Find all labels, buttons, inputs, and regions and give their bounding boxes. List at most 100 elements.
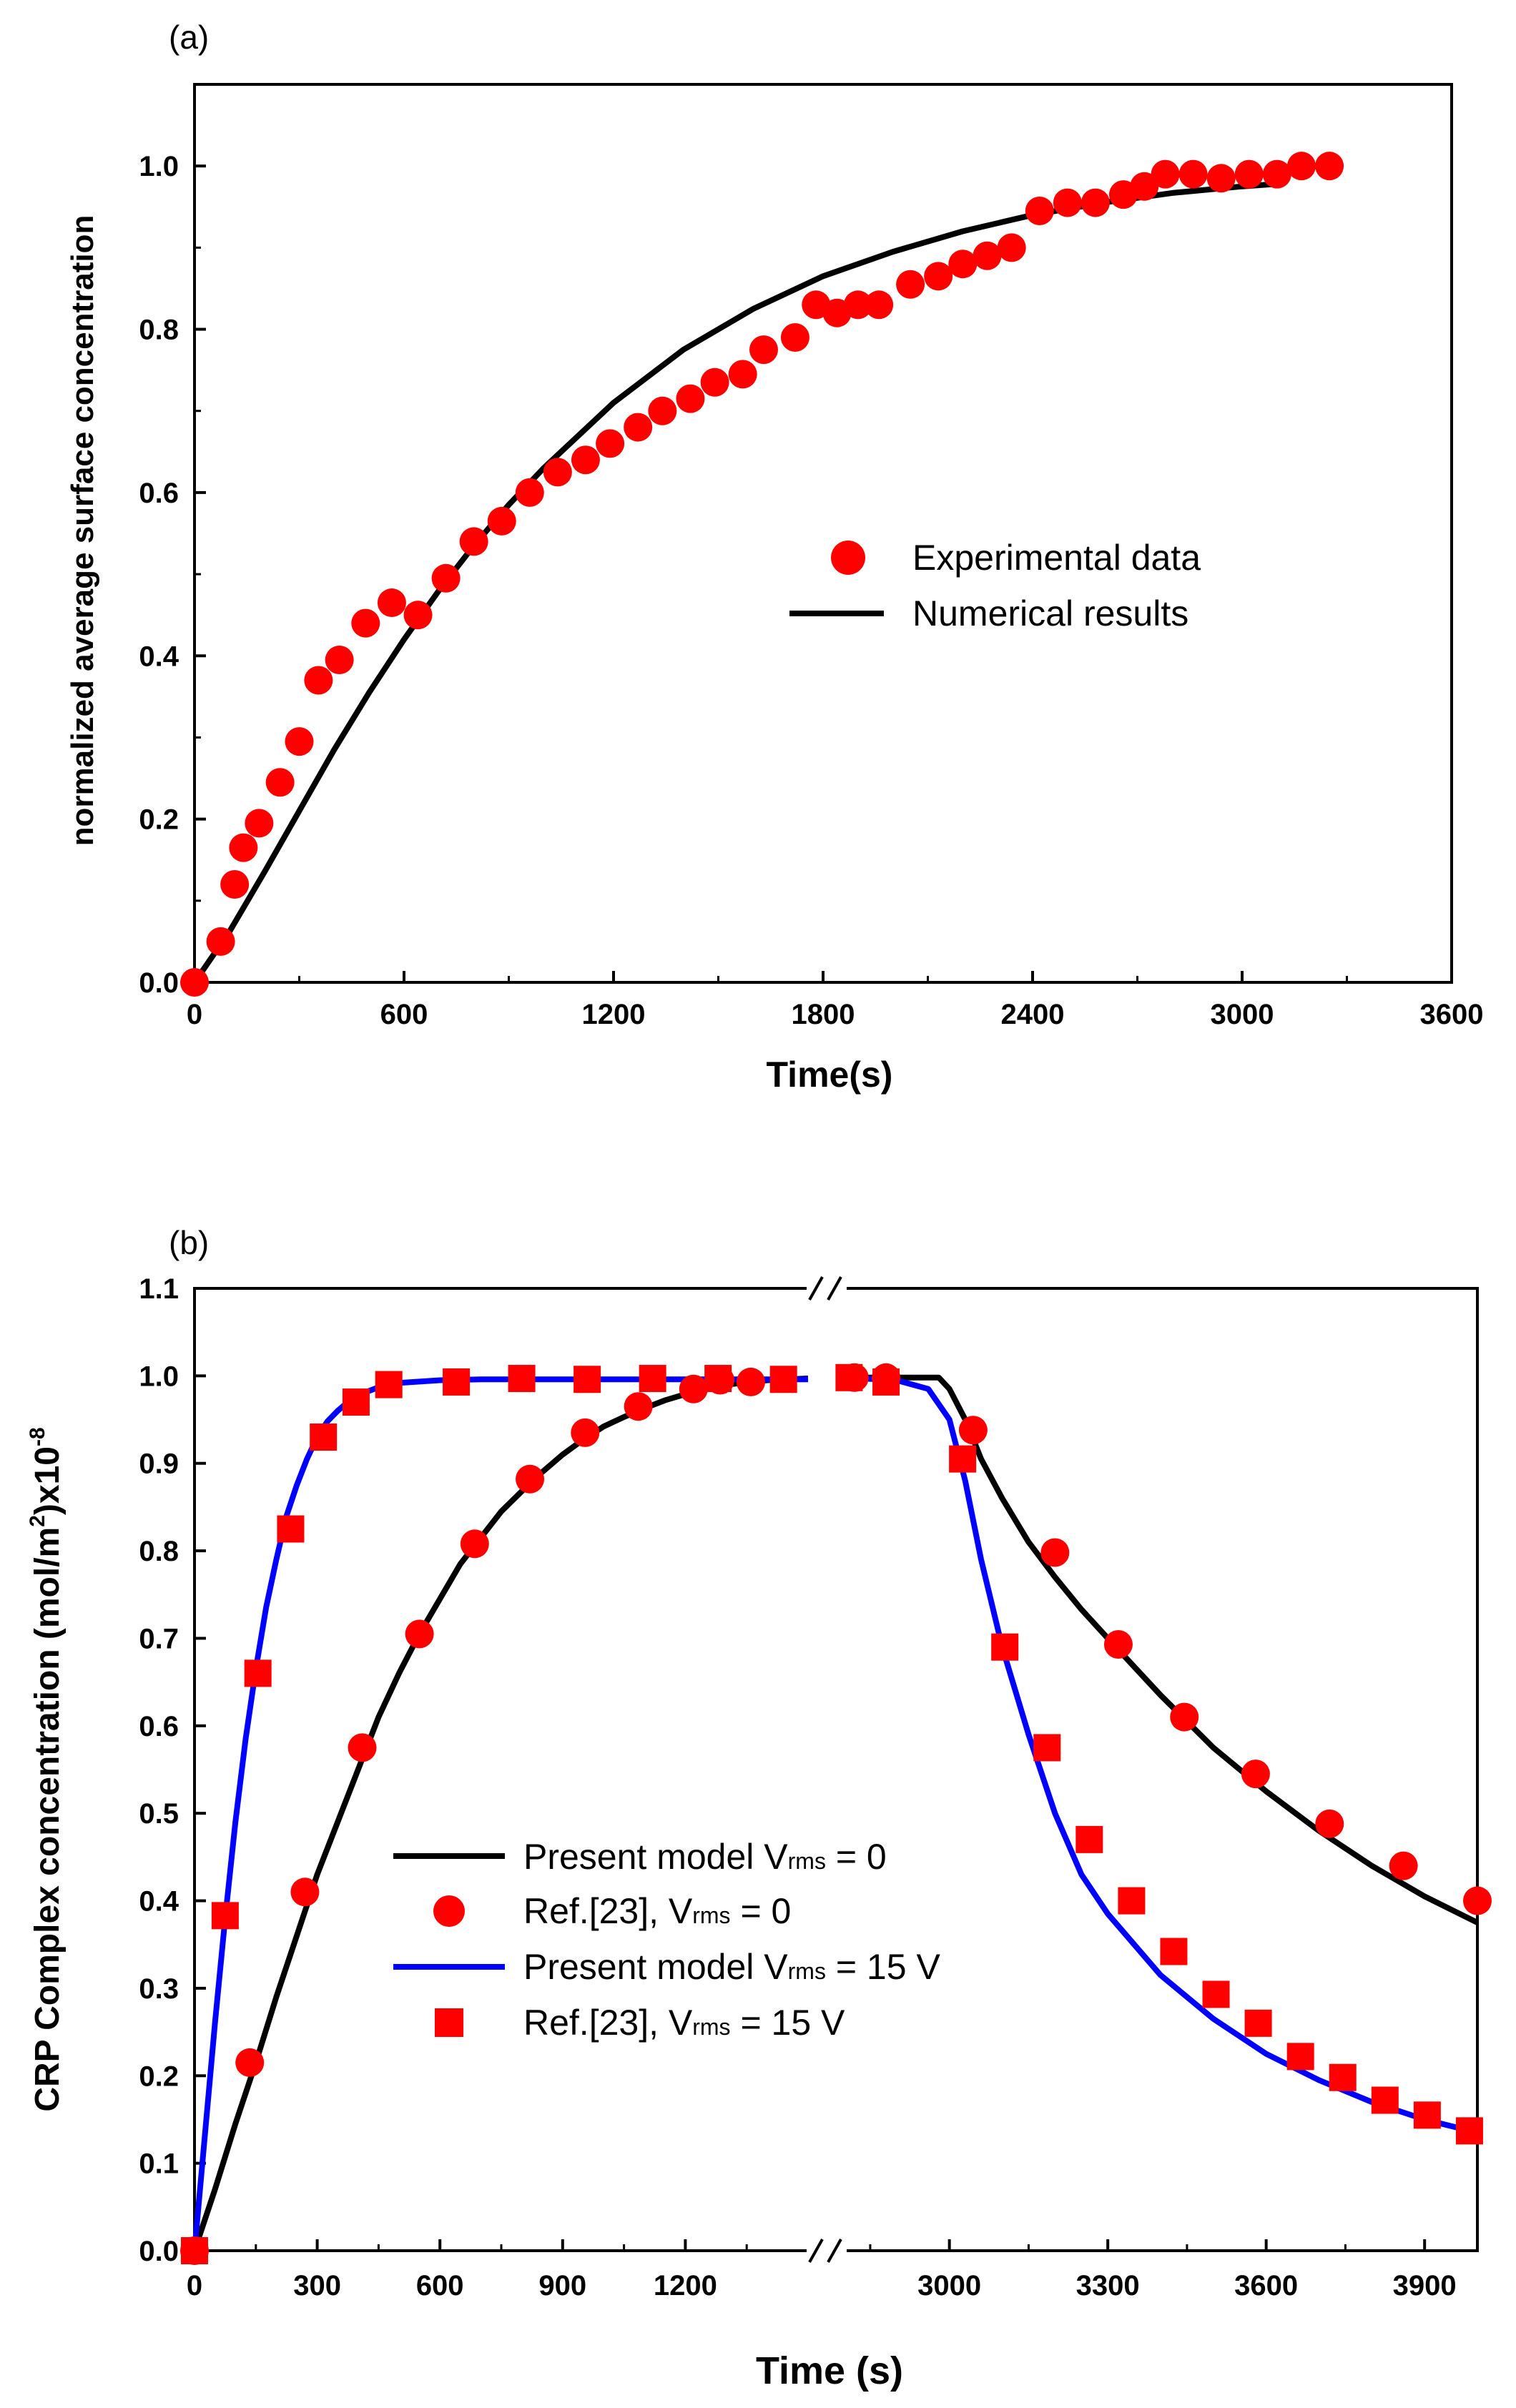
legend-b-entry-4: Ref.[23], Vrms = 15 V	[523, 2003, 845, 2043]
data-point-ref23-0v	[405, 1619, 434, 1649]
y-title-sup2: -8	[26, 1427, 49, 1446]
legend-b-entry-1-sub: rms	[788, 1848, 826, 1874]
x-tick-label: 3000	[1211, 999, 1274, 1030]
data-point-experimental	[377, 588, 406, 618]
legend-b-entry-4-tail: = 15 V	[731, 2003, 845, 2043]
data-point-ref23-0v	[290, 1877, 320, 1907]
axis-break-slash	[808, 2239, 824, 2263]
y-tick-label: 1.1	[139, 1273, 179, 1305]
data-point-experimental	[245, 809, 274, 838]
panel-b-y-axis-title: CRP Complex concentration (mol/m2)x10-8	[26, 1427, 67, 2111]
data-point-ref23-15v	[508, 1365, 536, 1393]
x-tick-label: 600	[416, 2270, 464, 2301]
data-point-experimental	[1287, 152, 1316, 181]
x-tick-label: 0	[187, 999, 202, 1030]
axis-break-slash	[827, 2239, 842, 2263]
data-point-experimental	[924, 262, 953, 291]
panel-a: (a) 0 600 1200 1800 2400 3000 3600 0.0 0.2 0.4 0.6…	[65, 19, 1483, 1095]
x-tick-label: 0	[187, 2270, 202, 2301]
data-point-ref23-0v	[1103, 1630, 1133, 1659]
data-point-ref23-0v	[460, 1529, 489, 1559]
data-point-ref23-15v	[181, 2237, 208, 2264]
y-tick-label: 0.4	[139, 1886, 179, 1918]
data-point-experimental	[1130, 172, 1159, 201]
data-point-experimental	[1206, 164, 1236, 193]
x-tick-label: 900	[538, 2270, 586, 2301]
data-point-experimental	[265, 768, 295, 797]
data-point-ref23-15v	[342, 1388, 370, 1416]
data-point-ref23-0v	[736, 1367, 765, 1396]
x-tick-label: 300	[293, 2270, 341, 2301]
data-point-ref23-15v	[1076, 1825, 1103, 1853]
data-point-experimental	[1178, 159, 1208, 189]
legend-a-marker-circle	[831, 541, 865, 575]
data-point-ref23-15v	[1118, 1887, 1146, 1915]
data-point-ref23-15v	[872, 1368, 900, 1396]
data-point-experimental	[948, 250, 978, 279]
data-point-experimental	[973, 241, 1002, 270]
legend-b-entry-3-text: Present model V	[523, 1947, 788, 1987]
data-point-ref23-15v	[244, 1659, 272, 1687]
x-tick-label: 1200	[582, 999, 646, 1030]
data-point-experimental	[865, 290, 894, 320]
data-point-experimental	[896, 270, 925, 299]
data-point-ref23-15v	[277, 1515, 305, 1543]
data-point-ref23-15v	[835, 1363, 863, 1391]
data-point-ref23-15v	[375, 1371, 403, 1398]
legend-b-marker-circle	[433, 1895, 465, 1927]
data-point-experimental	[543, 458, 572, 487]
y-tick-label: 0.5	[139, 1798, 179, 1830]
data-point-ref23-15v	[639, 1365, 666, 1393]
y-tick-label: 0.8	[139, 1536, 179, 1567]
panel-b-x-axis-title: Time (s)	[756, 2349, 903, 2392]
axis-break-slash	[808, 1276, 824, 1301]
data-point-experimental	[1234, 159, 1264, 189]
data-point-ref23-15v	[443, 1368, 471, 1396]
data-point-experimental	[843, 290, 872, 320]
y-tick-label: 0.7	[139, 1623, 179, 1654]
data-point-experimental	[571, 445, 600, 475]
data-point-experimental	[728, 360, 757, 389]
y-tick-label: 0.6	[139, 1711, 179, 1742]
data-point-ref23-0v	[348, 1733, 377, 1762]
x-tick-label: 600	[380, 999, 428, 1030]
panel-b-plot-frame	[193, 1287, 1479, 2252]
data-point-ref23-0v	[958, 1416, 988, 1445]
data-point-experimental	[676, 384, 705, 413]
data-point-ref23-15v	[1033, 1734, 1061, 1762]
legend-b-entry-1: Present model Vrms = 0	[523, 1837, 887, 1877]
data-point-experimental	[515, 478, 544, 507]
data-point-experimental	[1053, 188, 1082, 217]
legend-b-entry-3: Present model Vrms = 15 V	[523, 1947, 940, 1987]
data-point-ref23-15v	[574, 1366, 601, 1393]
data-point-experimental	[1315, 152, 1344, 181]
panel-a-legend: Experimental data Numerical results	[789, 538, 1201, 633]
data-point-experimental	[229, 833, 258, 862]
data-point-ref23-15v	[704, 1365, 732, 1393]
x-tick-label: 1800	[792, 999, 855, 1030]
data-point-ref23-0v	[516, 1464, 545, 1494]
x-tick-label: 3000	[917, 2270, 981, 2301]
y-tick-label: 0.6	[139, 478, 179, 509]
series-line-numerical	[192, 181, 1278, 985]
y-tick-label: 1.0	[139, 151, 179, 182]
data-point-ref23-15v	[1286, 2043, 1314, 2071]
data-point-ref23-0v	[1241, 1760, 1270, 1789]
data-point-ref23-0v	[679, 1374, 708, 1403]
data-point-experimental	[180, 968, 209, 997]
data-point-ref23-15v	[1160, 1938, 1188, 1965]
x-tick-label: 3600	[1420, 999, 1484, 1030]
axis-break-slash	[827, 1276, 842, 1301]
data-point-ref23-0v	[1389, 1851, 1418, 1880]
y-title-main: CRP Complex concentration (mol/m	[29, 1527, 67, 2112]
data-point-ref23-15v	[1202, 1980, 1230, 2008]
legend-b-marker-square	[435, 2008, 463, 2037]
legend-b-entry-2: Ref.[23], Vrms = 0	[523, 1891, 791, 1931]
y-tick-label: 0.4	[139, 641, 179, 672]
legend-b-entry-2-sub: rms	[692, 1903, 730, 1928]
data-point-experimental	[431, 563, 461, 593]
y-tick-label: 0.3	[139, 1973, 179, 2005]
data-point-experimental	[351, 608, 380, 638]
panel-a-label: (a)	[169, 19, 209, 56]
